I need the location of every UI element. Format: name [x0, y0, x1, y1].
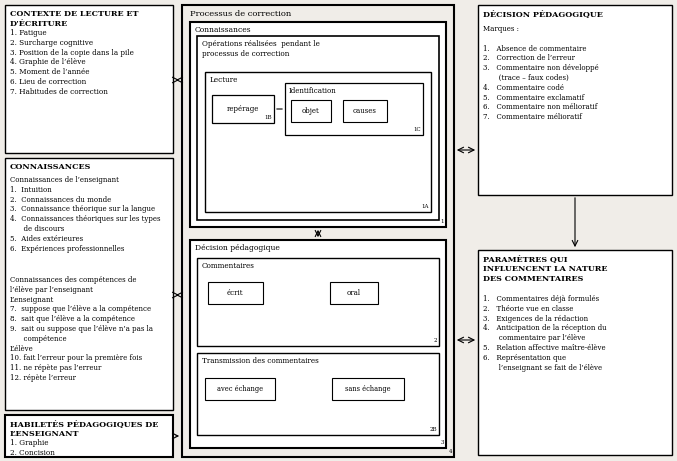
Text: 1A: 1A [422, 204, 429, 209]
Bar [190, 22, 446, 227]
Text: 2: 2 [433, 338, 437, 343]
Text: CONNAISSANCES: CONNAISSANCES [10, 163, 91, 171]
Bar [190, 240, 446, 448]
Text: DÉCISION PÉDAGOGIQUE: DÉCISION PÉDAGOGIQUE [483, 10, 603, 18]
Bar [205, 378, 275, 400]
Bar [208, 282, 263, 304]
Text: 1B: 1B [265, 115, 272, 120]
Text: sans échange: sans échange [345, 385, 391, 393]
Text: Lecture: Lecture [210, 76, 238, 84]
Text: Opérations réalisées  pendant le
processus de correction: Opérations réalisées pendant le processu… [202, 40, 320, 58]
Text: 1C: 1C [414, 127, 421, 132]
Text: HABILETÉS PÉDAGOGIQUES DE
L’ENSEIGNANT: HABILETÉS PÉDAGOGIQUES DE L’ENSEIGNANT [10, 420, 158, 438]
Text: causes: causes [353, 107, 377, 115]
Text: 1. Fatigue
2. Surcharge cognitive
3. Position de la copie dans la pile
4. Graphi: 1. Fatigue 2. Surcharge cognitive 3. Pos… [10, 29, 134, 96]
Bar [291, 100, 331, 122]
Text: 3: 3 [441, 440, 444, 445]
Text: CONTEXTE DE LECTURE ET
D’ÉCRITURE: CONTEXTE DE LECTURE ET D’ÉCRITURE [10, 10, 139, 28]
Text: 1. Graphie
2. Concision: 1. Graphie 2. Concision [10, 439, 55, 457]
Bar [197, 258, 439, 346]
Text: Marques :

1.   Absence de commentaire
2.   Correction de l’erreur
3.   Commenta: Marques : 1. Absence de commentaire 2. C… [483, 25, 598, 121]
Bar [478, 5, 672, 195]
Bar [5, 158, 173, 410]
Text: Connaissances de l’enseignant
1.  Intuition
2.  Connaissances du monde
3.  Conna: Connaissances de l’enseignant 1. Intuiti… [10, 176, 160, 253]
Text: 2B: 2B [429, 427, 437, 432]
Text: 1: 1 [441, 219, 444, 224]
Text: oral: oral [347, 289, 361, 297]
Text: Connaissances: Connaissances [195, 26, 252, 34]
Bar [332, 378, 404, 400]
Bar [182, 5, 454, 457]
Bar [197, 36, 439, 220]
Text: 1.   Commentaires déjà formulés
2.   Théorie vue en classe
3.   Exigences de la : 1. Commentaires déjà formulés 2. Théorie… [483, 295, 607, 372]
Bar [343, 100, 387, 122]
Bar [5, 415, 173, 457]
Bar [205, 72, 431, 212]
Text: PARAMÈTRES QUI
INFLUENCENT LA NATURE
DES COMMENTAIRES: PARAMÈTRES QUI INFLUENCENT LA NATURE DES… [483, 255, 607, 283]
Text: Connaissances des compétences de
l’élève par l’enseignant
L’enseignant
7.  suppo: Connaissances des compétences de l’élève… [10, 276, 153, 382]
Text: repérage: repérage [227, 105, 259, 113]
Bar [5, 5, 173, 153]
Bar [285, 83, 423, 135]
Bar [197, 353, 439, 435]
Bar [330, 282, 378, 304]
Text: écrit: écrit [227, 289, 243, 297]
Text: Identification: Identification [289, 87, 336, 95]
Text: Décision pédagogique: Décision pédagogique [195, 244, 280, 252]
Bar [478, 250, 672, 455]
Text: 4: 4 [448, 449, 452, 454]
Text: objet: objet [302, 107, 320, 115]
Text: Transmission des commentaires: Transmission des commentaires [202, 357, 319, 365]
Text: Commentaires: Commentaires [202, 262, 255, 270]
Text: Processus de correction: Processus de correction [190, 10, 291, 18]
Text: avec échange: avec échange [217, 385, 263, 393]
Bar [212, 95, 274, 123]
